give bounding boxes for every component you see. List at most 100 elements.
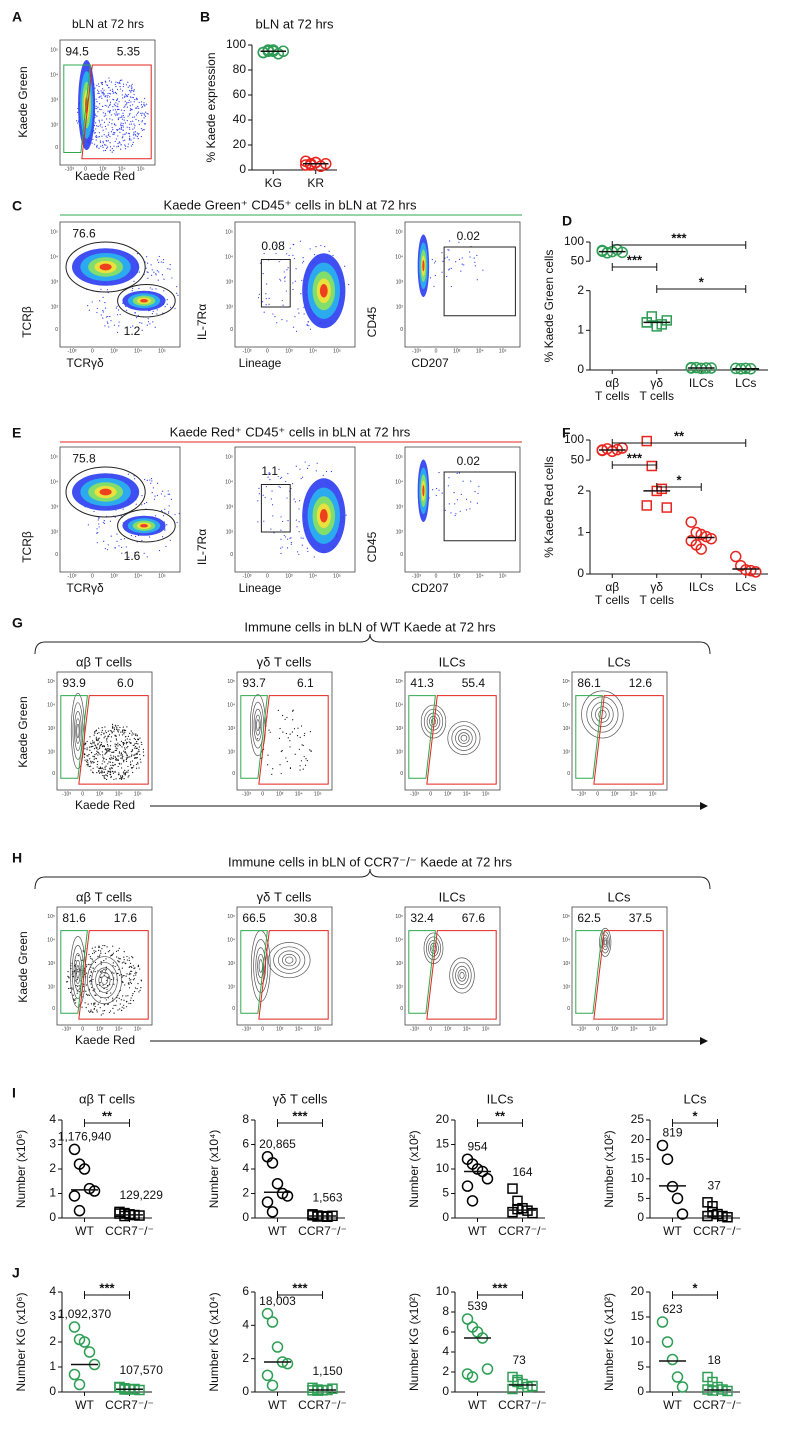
flow-tick-label: 10³ <box>51 97 59 103</box>
event <box>109 118 111 120</box>
event <box>101 767 103 769</box>
event <box>109 112 111 114</box>
event <box>77 955 79 957</box>
event <box>99 982 101 984</box>
event <box>92 967 94 969</box>
axis-label: % Kaede Red cells <box>542 456 556 557</box>
event <box>104 761 106 763</box>
event <box>94 988 96 990</box>
event <box>143 102 145 104</box>
event <box>118 101 120 103</box>
contour <box>258 959 263 973</box>
gate <box>443 471 516 542</box>
y-tick-label: 5 <box>442 1186 449 1200</box>
event <box>124 95 126 97</box>
event <box>123 959 125 961</box>
event <box>81 1006 83 1008</box>
significance-label: * <box>699 274 705 289</box>
flow-tick-label: 10⁴ <box>47 937 55 943</box>
event <box>141 495 143 497</box>
event <box>126 747 128 749</box>
event <box>140 112 142 114</box>
flow-tick-label: 10⁴ <box>227 937 235 943</box>
event <box>107 976 110 978</box>
event <box>156 270 158 272</box>
event <box>93 1007 96 1010</box>
event <box>448 477 450 479</box>
event <box>143 117 145 119</box>
event <box>91 743 93 745</box>
event <box>96 84 98 87</box>
event <box>138 750 140 752</box>
event <box>78 990 80 993</box>
flow-tick-label: 0 <box>81 1026 84 1032</box>
contour <box>447 721 481 755</box>
event <box>105 999 108 1001</box>
plot-frame <box>571 906 668 1026</box>
event <box>107 124 109 126</box>
event <box>125 1006 128 1008</box>
flow-tick-label: 10⁵ <box>134 1026 142 1032</box>
event <box>114 771 116 773</box>
event <box>133 133 135 135</box>
data-point <box>661 1336 674 1348</box>
event <box>114 113 116 115</box>
event <box>154 326 156 328</box>
flow-tick-label: 10⁵ <box>158 348 166 354</box>
event <box>267 764 269 766</box>
data-point <box>730 550 742 563</box>
event <box>450 267 452 269</box>
event <box>95 950 97 952</box>
event <box>133 754 135 756</box>
event <box>309 328 312 330</box>
arrow-head <box>700 1037 708 1045</box>
gate <box>117 284 176 318</box>
plot-frame <box>571 671 668 791</box>
event <box>119 726 121 729</box>
flow-tick-label: -10³ <box>243 573 252 579</box>
event <box>125 995 127 997</box>
event <box>150 264 152 266</box>
event <box>123 759 125 761</box>
flow-tick-label: 10⁴ <box>50 254 58 260</box>
event <box>174 513 176 516</box>
event <box>112 1007 114 1009</box>
event <box>85 993 88 995</box>
contour <box>455 965 469 985</box>
count-label: 954 <box>467 1139 487 1153</box>
event <box>470 480 472 482</box>
event <box>143 113 145 115</box>
event <box>111 767 113 769</box>
event <box>99 745 101 747</box>
event <box>134 738 136 741</box>
contour <box>460 734 468 742</box>
category-label: CCR7⁻/⁻ <box>298 1398 347 1412</box>
event <box>102 92 104 94</box>
event <box>305 758 307 760</box>
event <box>110 764 112 767</box>
event <box>476 254 478 257</box>
event <box>123 109 125 112</box>
flow-tick-label: 0 <box>232 1006 235 1012</box>
flow-tick-label: 10⁵ <box>562 679 570 685</box>
gate-value: 75.8 <box>72 452 96 466</box>
event <box>275 252 277 255</box>
event <box>106 105 108 107</box>
flow-tick-label: 0 <box>596 1026 599 1032</box>
event <box>279 278 281 280</box>
event <box>93 758 95 760</box>
event <box>134 746 137 748</box>
significance-label: * <box>692 1108 698 1123</box>
event <box>110 992 112 994</box>
event <box>126 101 128 104</box>
flow-tick-label: 0 <box>435 573 438 579</box>
event <box>118 128 121 130</box>
event <box>272 313 274 315</box>
category-label: WT <box>468 1398 487 1412</box>
event <box>146 324 148 326</box>
event <box>105 765 107 767</box>
event <box>287 520 289 522</box>
contour <box>285 956 294 964</box>
event <box>298 521 300 523</box>
event <box>127 756 129 758</box>
